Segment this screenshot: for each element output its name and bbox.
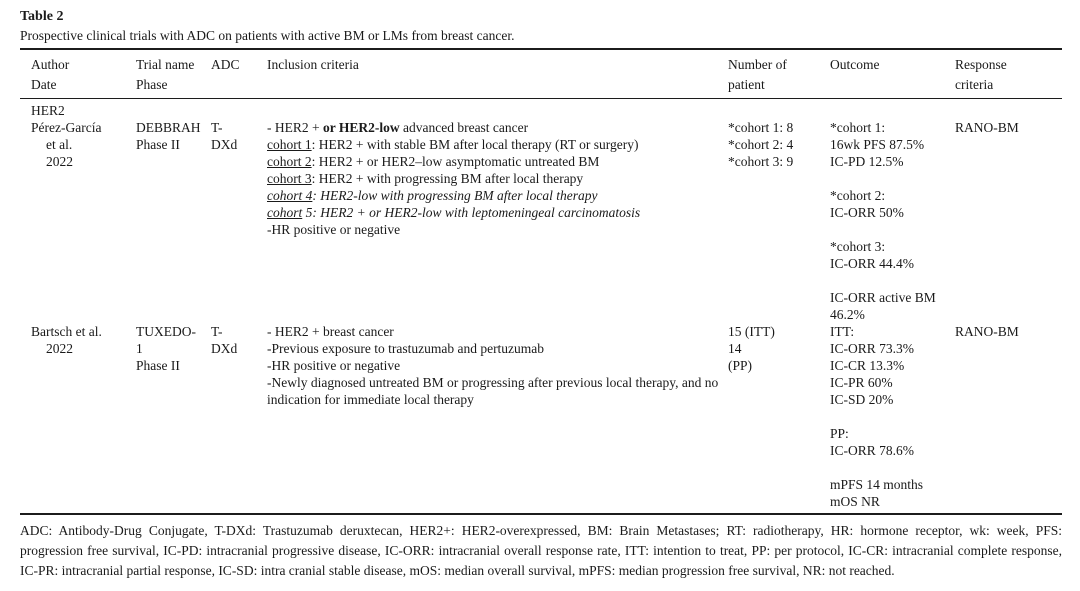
inclusion-criteria-line: - HER2 + or HER2-low advanced breast can…: [267, 120, 529, 135]
inclusion-criteria-line: -HR positive or negative: [267, 358, 401, 373]
cell-author-date: Bartsch et al. 2022: [31, 324, 102, 356]
clinical-trials-table: Author Date Trial name Phase ADC Inclusi…: [20, 48, 1062, 515]
cell-trial-name-phase: DEBBRAH Phase II: [136, 120, 201, 152]
column-header-adc: ADC: [211, 57, 240, 72]
cell-outcome: ITT: IC-ORR 73.3% IC-CR 13.3% IC-PR 60% …: [830, 324, 924, 509]
inclusion-criteria-line: -HR positive or negative: [267, 222, 401, 237]
table-title: Table 2: [20, 9, 64, 24]
cell-number-of-patient: 15 (ITT) 14 (PP): [728, 324, 775, 373]
inclusion-criteria-line: cohort 2: HER2 + or HER2–low asymptomati…: [267, 154, 600, 169]
column-header-response-criteria: Response criteria: [955, 57, 1007, 92]
cell-adc: T- DXd: [211, 324, 238, 356]
table-caption: Prospective clinical trials with ADC on …: [20, 28, 515, 43]
inclusion-criteria-line: cohort 5: HER2 + or HER2-low with leptom…: [267, 205, 641, 220]
cell-outcome: *cohort 1: 16wk PFS 87.5% IC-PD 12.5% *c…: [830, 120, 936, 322]
cell-inclusion-criteria: - HER2 + or HER2-low advanced breast can…: [267, 119, 728, 323]
inclusion-criteria-line: -Newly diagnosed untreated BM or progres…: [267, 375, 719, 407]
inclusion-criteria-line: - HER2 + breast cancer: [267, 324, 394, 339]
cell-number-of-patient: *cohort 1: 8 *cohort 2: 4 *cohort 3: 9: [728, 120, 794, 169]
table-row-perez-garcia: Pérez-García et al. 2022 DEBBRAH Phase I…: [20, 119, 1062, 323]
cell-author-date: Pérez-García et al. 2022: [31, 120, 102, 169]
inclusion-criteria-line: -Previous exposure to trastuzumab and pe…: [267, 341, 545, 356]
cell-adc: T- DXd: [211, 120, 238, 152]
table-header-row: Author Date Trial name Phase ADC Inclusi…: [20, 50, 1062, 99]
table-row-bartsch: Bartsch et al. 2022 TUXEDO- 1 Phase II T…: [20, 323, 1062, 510]
column-header-number-of-patient: Number of patient: [728, 57, 787, 92]
group-label-her2: HER2: [31, 103, 65, 118]
cell-response-criteria: RANO-BM: [955, 120, 1019, 135]
cell-trial-name-phase: TUXEDO- 1 Phase II: [136, 324, 196, 373]
table-body: HER2 Pérez-García et al. 2022 DEBBRAH Ph…: [20, 99, 1062, 513]
inclusion-criteria-line: cohort 3: HER2 + with progressing BM aft…: [267, 171, 584, 186]
inclusion-criteria-line: cohort 1: HER2 + with stable BM after lo…: [267, 137, 639, 152]
inclusion-criteria-line: cohort 4: HER2-low with progressing BM a…: [267, 188, 598, 203]
column-header-author-date: Author Date: [31, 57, 70, 92]
table-footnote: ADC: Antibody-Drug Conjugate, T-DXd: Tra…: [20, 523, 1062, 578]
column-header-inclusion-criteria: Inclusion criteria: [267, 57, 359, 72]
cell-inclusion-criteria: - HER2 + breast cancer -Previous exposure…: [267, 323, 728, 510]
cell-response-criteria: RANO-BM: [955, 324, 1019, 339]
column-header-trial-name-phase: Trial name Phase: [136, 57, 195, 92]
column-header-outcome: Outcome: [830, 57, 880, 72]
